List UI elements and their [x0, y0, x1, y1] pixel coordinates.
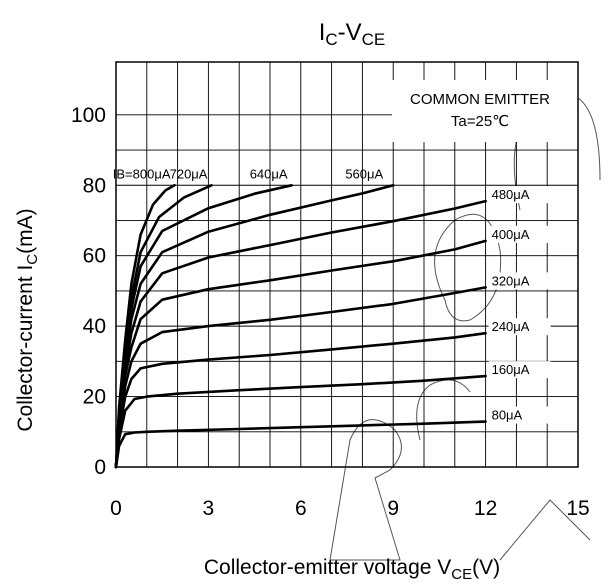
series-label-bg-5 — [488, 186, 551, 204]
chart-title-main: I — [319, 19, 326, 46]
series-line-0 — [114, 420, 487, 469]
annotation-line1: COMMON EMITTER — [410, 91, 550, 108]
y-axis-label-sub: C — [24, 254, 41, 265]
series-label-5: 480μA — [492, 187, 530, 202]
chart-title-sub1: C — [325, 30, 337, 49]
series-label-bg-2 — [488, 318, 551, 336]
x-tick-label-5: 15 — [566, 497, 589, 520]
series-label-3: 320μA — [492, 273, 530, 288]
annotation-box-bg — [392, 80, 578, 142]
y-tick-label-4: 80 — [83, 174, 106, 197]
series-line-2 — [114, 331, 487, 469]
tick-labels: 0 3 6 9 12 15 0 20 40 60 80 100 — [71, 104, 590, 520]
x-tick-label-4: 12 — [474, 497, 497, 520]
x-axis-label-main: Collector-emitter voltage V — [204, 556, 451, 579]
y-tick-label-5: 100 — [71, 104, 106, 127]
series-label-7: 640μA — [250, 166, 288, 181]
x-axis-label: Collector-emitter voltage VCE(V) — [204, 556, 500, 583]
series-labels: 80μA 160μA 240μA 320μA 400μA 480μA 560μA 640μA 7… — [113, 166, 551, 424]
x-tick-label-1: 3 — [203, 497, 215, 520]
series-label-2: 240μA — [492, 319, 530, 334]
y-axis-label-tail: (mA) — [14, 208, 37, 254]
y-tick-label-1: 20 — [83, 386, 106, 409]
chart-title-mid: -V — [338, 19, 362, 46]
series-label-8: 720μA — [170, 166, 208, 181]
series-label-6: 560μA — [345, 166, 383, 181]
series-label-bg-1 — [488, 361, 551, 379]
y-tick-label-0: 0 — [94, 456, 106, 479]
series-line-1 — [114, 374, 487, 469]
series-label-bg-4 — [488, 225, 551, 243]
x-tick-label-0: 0 — [110, 497, 122, 520]
x-tick-label-3: 9 — [387, 497, 399, 520]
series-label-bg-3 — [488, 272, 551, 290]
y-tick-label-3: 60 — [83, 245, 106, 268]
series-label-0: 80μA — [492, 408, 523, 423]
chart-title: IC-VCE — [319, 19, 386, 49]
y-tick-label-2: 40 — [83, 315, 106, 338]
y-axis-label: Collector-current IC(mA) — [14, 208, 41, 431]
series-line-9 — [114, 184, 176, 469]
annotation-line2: Ta=25℃ — [451, 113, 509, 130]
data-series — [114, 184, 487, 469]
x-tick-label-2: 6 — [295, 497, 307, 520]
x-axis-label-tail: (V) — [472, 556, 500, 579]
series-label-9: IB=800μA — [113, 166, 171, 181]
series-label-bg-0 — [488, 406, 551, 424]
x-axis-label-sub: CE — [451, 566, 472, 583]
y-axis-label-main: Collector-current I — [14, 265, 37, 432]
series-label-1: 160μA — [492, 362, 530, 377]
chart-title-sub2: CE — [362, 30, 386, 49]
plot-border — [115, 61, 579, 468]
series-label-4: 400μA — [492, 227, 530, 242]
